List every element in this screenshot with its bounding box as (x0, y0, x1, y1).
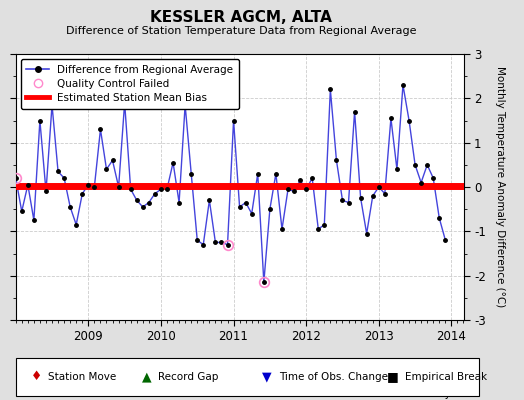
Text: ■: ■ (387, 370, 399, 384)
Text: Record Gap: Record Gap (158, 372, 219, 382)
Text: Time of Obs. Change: Time of Obs. Change (279, 372, 388, 382)
Text: ▼: ▼ (263, 370, 272, 384)
Text: KESSLER AGCM, ALTA: KESSLER AGCM, ALTA (150, 10, 332, 25)
Text: Difference of Station Temperature Data from Regional Average: Difference of Station Temperature Data f… (66, 26, 416, 36)
Text: Berkeley Earth: Berkeley Earth (408, 389, 479, 399)
Text: Station Move: Station Move (48, 372, 116, 382)
Y-axis label: Monthly Temperature Anomaly Difference (°C): Monthly Temperature Anomaly Difference (… (496, 66, 506, 308)
Legend: Difference from Regional Average, Quality Control Failed, Estimated Station Mean: Difference from Regional Average, Qualit… (21, 59, 238, 109)
Text: ▲: ▲ (142, 370, 151, 384)
Text: Empirical Break: Empirical Break (405, 372, 487, 382)
Text: ♦: ♦ (31, 370, 42, 384)
